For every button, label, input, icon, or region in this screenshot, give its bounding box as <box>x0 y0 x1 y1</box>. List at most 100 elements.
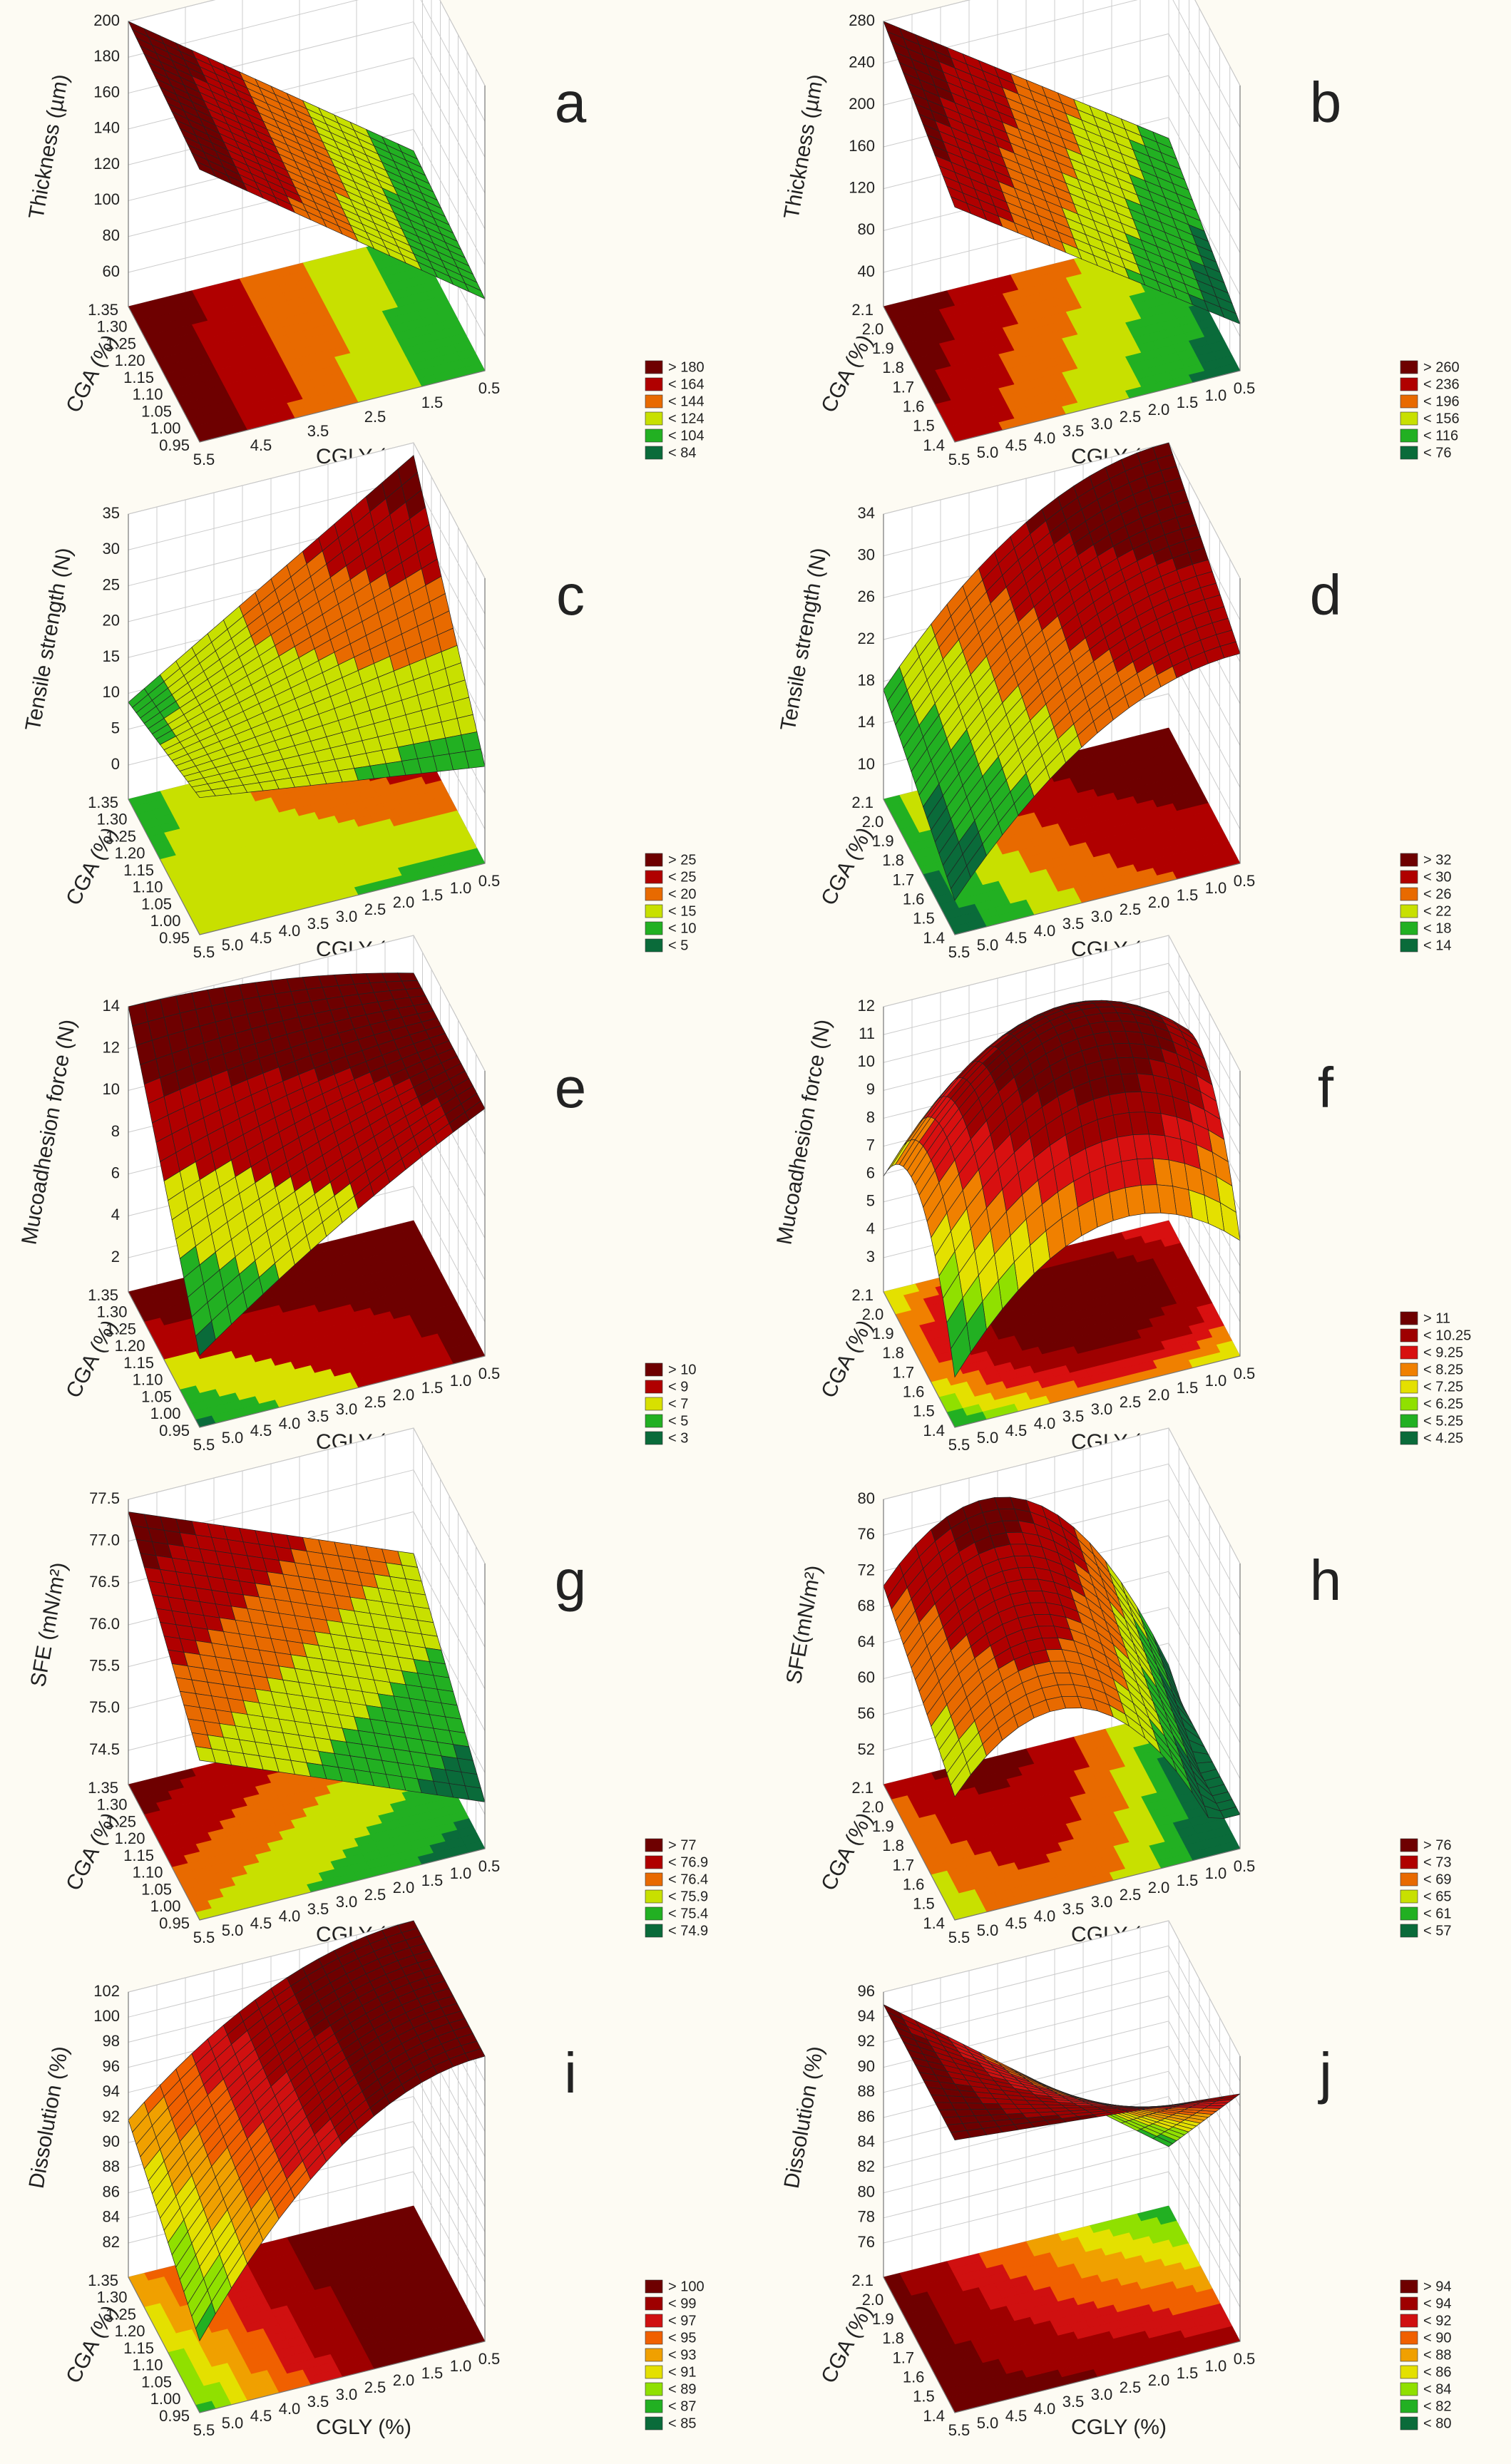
y-tick-label: 2.0 <box>862 813 884 831</box>
y-axis-label: CGA (%) <box>816 331 877 416</box>
x-tick-label: 3.5 <box>1062 915 1085 933</box>
y-tick-label: 1.35 <box>88 794 118 811</box>
x-tick-label: 0.5 <box>1234 379 1256 397</box>
z-tick-label: 120 <box>93 155 120 173</box>
y-tick-label: 1.20 <box>115 351 145 369</box>
legend-label: > 32 <box>1423 852 1451 868</box>
x-tick-label: 3.5 <box>307 1407 329 1425</box>
x-tick-label: 4.5 <box>250 929 272 947</box>
y-tick-label: 1.7 <box>893 871 915 888</box>
y-tick-label: 2.0 <box>862 320 884 338</box>
z-tick-label: 18 <box>858 671 875 689</box>
y-tick-label: 1.10 <box>133 1864 163 1882</box>
y-tick-label: 1.05 <box>141 402 172 420</box>
legend-swatch <box>1400 1362 1418 1377</box>
legend-swatch <box>645 921 663 935</box>
z-tick-label: 5 <box>111 719 120 737</box>
y-tick-label: 1.10 <box>133 386 163 404</box>
x-tick-label: 3.0 <box>336 1400 358 1418</box>
z-tick-label: 60 <box>103 262 120 280</box>
x-tick-label: 2.5 <box>1120 408 1142 426</box>
z-tick-label: 240 <box>849 53 875 71</box>
x-tick-label: 2.0 <box>393 893 415 911</box>
legend-label: < 196 <box>1423 394 1460 409</box>
x-tick-label: 0.5 <box>478 379 501 397</box>
y-tick-label: 1.15 <box>123 369 154 386</box>
legend-label: < 30 <box>1423 869 1451 885</box>
z-tick-label: 160 <box>849 137 875 155</box>
x-tick-label: 2.5 <box>364 1886 386 1904</box>
x-tick-label: 4.0 <box>1034 922 1056 940</box>
z-tick-label: 140 <box>93 119 120 137</box>
z-tick-label: 10 <box>103 1080 120 1098</box>
y-tick-label: 1.10 <box>133 1371 163 1389</box>
x-tick-label: 5.5 <box>193 943 215 961</box>
z-tick-label: 10 <box>858 755 875 773</box>
x-tick-label: 1.0 <box>450 1372 472 1390</box>
legend-swatch <box>1400 411 1418 426</box>
legend-swatch <box>645 394 663 409</box>
z-tick-label: 75.5 <box>89 1656 120 1674</box>
legend-swatch <box>1400 1345 1418 1360</box>
legend-swatch <box>1400 446 1418 460</box>
x-tick-label: 5.0 <box>222 1921 244 1939</box>
x-tick-label: 5.0 <box>222 936 244 954</box>
legend-label: < 15 <box>668 903 696 919</box>
x-tick-label: 1.5 <box>421 1379 444 1397</box>
panel-label: d <box>1310 563 1342 627</box>
y-tick-label: 1.7 <box>893 378 915 396</box>
x-tick-label: 1.5 <box>1177 886 1199 904</box>
legend-label: < 18 <box>1423 920 1451 936</box>
panel-label: b <box>1310 71 1342 134</box>
legend-swatch <box>645 1397 663 1411</box>
grid-line <box>128 0 486 122</box>
legend-label: < 84 <box>668 445 696 461</box>
y-tick-label: 0.95 <box>159 1914 190 1932</box>
legend-swatch <box>645 1380 663 1394</box>
z-tick-label: 35 <box>103 504 120 522</box>
z-axis-label: Mucoadhesion force (N) <box>772 1017 835 1246</box>
legend-label: < 7.25 <box>1423 1379 1463 1395</box>
x-tick-label: 5.5 <box>948 943 970 961</box>
y-tick-label: 1.4 <box>923 1422 945 1439</box>
legend-swatch <box>645 377 663 391</box>
x-tick-label: 0.5 <box>478 1365 501 1382</box>
legend-label: < 26 <box>1423 886 1451 902</box>
z-tick-label: 34 <box>858 504 875 522</box>
legend-swatch <box>1400 1380 1418 1394</box>
y-tick-label: 2.1 <box>851 301 874 319</box>
z-tick-label: 74.5 <box>89 1740 120 1758</box>
x-tick-label: 5.5 <box>948 451 970 468</box>
z-tick-label: 6 <box>866 1164 875 1181</box>
x-tick-label: 2.0 <box>1148 401 1170 419</box>
z-axis-label: Thickness (µm) <box>779 73 828 221</box>
y-axis-label: CGA (%) <box>816 1316 877 1402</box>
x-tick-label: 1.0 <box>1205 1372 1227 1390</box>
legend-label: < 7 <box>668 1396 688 1412</box>
y-tick-label: 1.00 <box>150 1897 181 1915</box>
x-tick-label: 4.0 <box>279 922 301 940</box>
y-tick-label: 1.15 <box>123 1847 154 1864</box>
x-tick-label: 5.5 <box>193 1929 215 1946</box>
z-tick-label: 75.0 <box>89 1698 120 1716</box>
legend-swatch <box>1400 853 1418 867</box>
legend-label: > 25 <box>668 852 696 868</box>
z-tick-label: 20 <box>103 612 120 630</box>
legend-swatch <box>1400 1414 1418 1428</box>
x-tick-label: 5.5 <box>948 1436 970 1454</box>
y-axis-label: CGA (%) <box>61 1316 122 1402</box>
y-tick-label: 1.05 <box>141 1387 172 1405</box>
legend-label: < 164 <box>668 376 705 392</box>
x-tick-label: 4.0 <box>279 1415 301 1432</box>
x-tick-label: 1.5 <box>1177 1379 1199 1397</box>
legend-label: > 260 <box>1423 359 1460 375</box>
z-axis-label: Tensile strength (N) <box>777 546 832 733</box>
legend-swatch <box>1400 428 1418 443</box>
legend-label: < 144 <box>668 394 705 409</box>
x-tick-label: 2.0 <box>1148 893 1170 911</box>
x-tick-label: 1.0 <box>450 879 472 897</box>
legend-label: < 9.25 <box>1423 1345 1463 1360</box>
